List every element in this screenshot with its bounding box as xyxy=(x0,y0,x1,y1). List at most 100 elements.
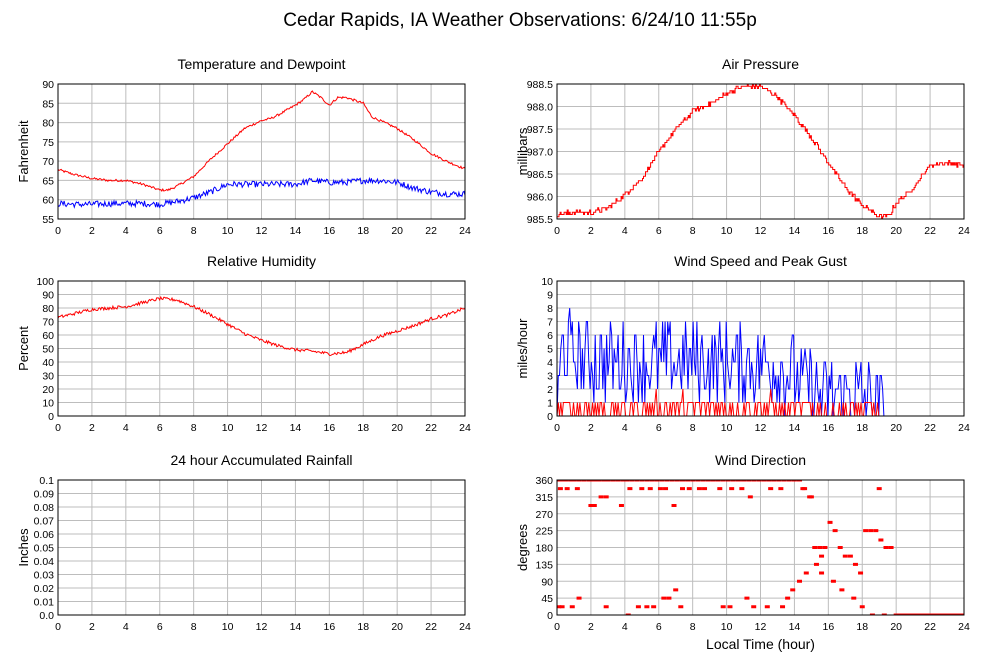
series-line-1 xyxy=(557,388,964,416)
y-tick-label: 90 xyxy=(42,290,54,302)
x-tick-label: 16 xyxy=(822,422,834,434)
data-point xyxy=(557,605,562,609)
y-tick-label: 0.02 xyxy=(34,583,55,595)
x-tick-label: 24 xyxy=(459,621,471,633)
x-tick-label: 12 xyxy=(755,225,767,237)
x-tick-label: 0 xyxy=(55,225,61,237)
x-tick-label: 14 xyxy=(290,225,302,237)
data-point xyxy=(966,614,971,617)
series-line-0 xyxy=(557,307,964,416)
x-tick-label: 24 xyxy=(459,225,471,237)
data-point xyxy=(671,504,677,507)
x-tick-label: 22 xyxy=(924,422,936,434)
x-tick-label: 4 xyxy=(622,225,628,237)
x-tick-label: 4 xyxy=(123,422,129,434)
data-point xyxy=(705,480,711,482)
x-tick-label: 6 xyxy=(656,225,662,237)
data-point xyxy=(822,546,828,549)
y-tick-label: 986.5 xyxy=(527,169,553,181)
x-axis-label: Local Time (hour) xyxy=(706,636,815,652)
y-axis-label: miles/hour xyxy=(515,318,530,379)
data-point xyxy=(803,571,809,575)
x-tick-label: 16 xyxy=(323,621,335,633)
y-tick-label: 10 xyxy=(541,276,553,288)
y-axis-label: degrees xyxy=(515,524,530,571)
data-point xyxy=(881,613,887,615)
x-tick-label: 10 xyxy=(721,621,733,633)
x-tick-label: 12 xyxy=(755,621,767,633)
plot-frame xyxy=(57,83,466,220)
data-point xyxy=(569,605,575,609)
y-tick-label: 20 xyxy=(42,384,54,396)
x-tick-label: 12 xyxy=(256,422,268,434)
x-tick-label: 12 xyxy=(755,422,767,434)
x-tick-label: 4 xyxy=(622,422,628,434)
data-point xyxy=(591,504,597,507)
y-tick-label: 0.1 xyxy=(39,475,54,487)
x-tick-label: 24 xyxy=(958,422,970,434)
data-point xyxy=(657,487,663,491)
y-tick-label: 0.09 xyxy=(34,489,55,501)
data-point xyxy=(751,605,757,609)
y-tick-label: 50 xyxy=(42,344,54,356)
x-tick-label: 18 xyxy=(856,621,868,633)
y-tick-label: 55 xyxy=(42,214,54,226)
x-tick-label: 6 xyxy=(157,621,163,633)
data-point xyxy=(581,480,587,482)
x-tick-label: 20 xyxy=(890,422,902,434)
x-tick-label: 4 xyxy=(123,225,129,237)
x-tick-label: 20 xyxy=(391,422,403,434)
y-tick-label: 315 xyxy=(535,492,553,504)
x-tick-label: 8 xyxy=(191,225,197,237)
x-tick-label: 2 xyxy=(89,621,95,633)
data-point xyxy=(873,529,879,533)
data-point xyxy=(557,480,562,482)
data-point xyxy=(571,480,577,482)
x-tick-label: 22 xyxy=(425,621,437,633)
y-axis-label: Fahrenheit xyxy=(16,120,31,183)
chart-title: Relative Humidity xyxy=(207,253,316,269)
x-tick-label: 0 xyxy=(55,422,61,434)
x-tick-label: 10 xyxy=(222,225,234,237)
y-tick-label: 100 xyxy=(36,276,54,288)
y-tick-label: 75 xyxy=(42,137,54,149)
data-point xyxy=(593,480,599,482)
plot-frame xyxy=(556,83,965,220)
data-point xyxy=(876,487,882,491)
y-tick-label: 40 xyxy=(42,357,54,369)
chart-title: Wind Direction xyxy=(715,452,806,468)
data-point xyxy=(964,614,969,617)
plot-area xyxy=(58,295,465,357)
data-point xyxy=(869,613,875,615)
plot-area xyxy=(557,307,964,416)
data-point xyxy=(780,605,786,609)
data-point xyxy=(674,480,680,482)
data-point xyxy=(830,579,836,583)
data-point xyxy=(644,605,650,609)
data-point xyxy=(808,495,814,499)
data-point xyxy=(574,487,580,491)
data-point xyxy=(598,495,604,499)
y-tick-label: 0.04 xyxy=(34,556,55,568)
y-tick-label: 80 xyxy=(42,118,54,130)
x-tick-label: 6 xyxy=(157,422,163,434)
y-tick-label: 4 xyxy=(547,357,553,369)
x-tick-label: 6 xyxy=(157,225,163,237)
y-tick-label: 0.0 xyxy=(39,610,54,622)
y-tick-label: 0.08 xyxy=(34,502,55,514)
plot-area xyxy=(557,84,964,219)
y-tick-label: 0.07 xyxy=(34,516,55,528)
y-tick-label: 225 xyxy=(535,526,553,538)
data-point xyxy=(863,529,869,533)
x-tick-label: 22 xyxy=(425,225,437,237)
data-point xyxy=(618,504,624,507)
data-point xyxy=(764,605,770,609)
data-point xyxy=(557,487,563,491)
data-point xyxy=(727,605,733,609)
data-point xyxy=(883,546,889,549)
y-tick-label: 60 xyxy=(42,195,54,207)
data-point xyxy=(696,487,702,491)
data-point xyxy=(817,546,823,549)
